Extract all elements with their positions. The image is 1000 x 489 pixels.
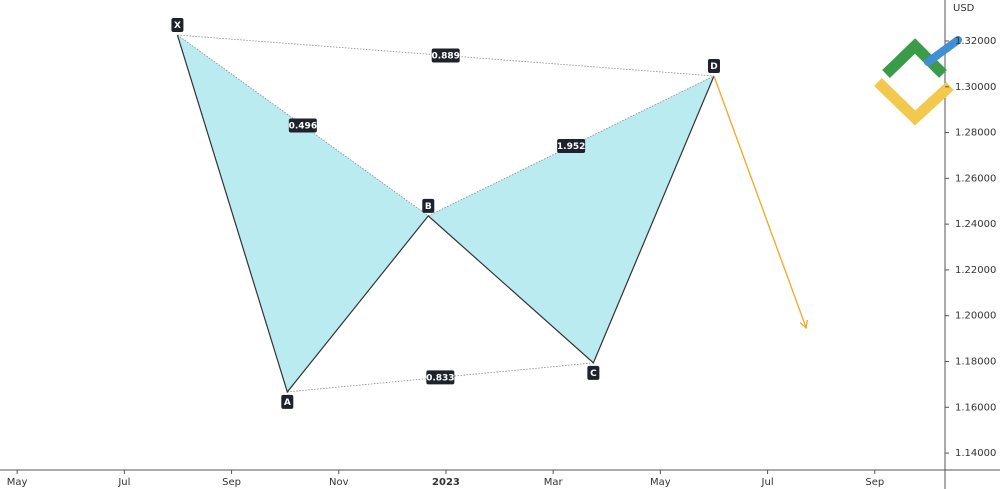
x-tick-label: Jul xyxy=(117,477,130,488)
pattern-fill xyxy=(177,35,429,392)
point-label-text: X xyxy=(174,21,181,31)
ratio-label: 0.496 xyxy=(288,118,317,133)
pattern-fill xyxy=(428,76,714,363)
projection-arrowhead xyxy=(799,319,809,330)
point-label-text: B xyxy=(425,202,432,212)
y-tick-label: 1.30000 xyxy=(955,82,996,93)
y-tick-label: 1.18000 xyxy=(955,356,996,367)
point-label-bg xyxy=(422,198,435,213)
pattern-line xyxy=(176,34,715,394)
x-tick-label: 2023 xyxy=(432,477,460,488)
y-tick-label: 1.28000 xyxy=(955,128,996,139)
ratio-line xyxy=(177,34,429,217)
point-label-bg xyxy=(171,18,184,33)
x-tick-label: Sep xyxy=(865,477,884,488)
point-label-bg xyxy=(587,365,600,380)
ratio-label-bg xyxy=(426,370,455,385)
x-tick-label: Jul xyxy=(761,477,774,488)
ratio-label-bg xyxy=(557,138,586,153)
ratio-label: 0.833 xyxy=(426,370,455,385)
ratio-label-text: 1.952 xyxy=(557,142,585,152)
x-tick-label: May xyxy=(7,477,28,488)
y-tick-label: 1.32000 xyxy=(955,36,996,47)
x-tick-label: May xyxy=(650,477,671,488)
ratio-label-text: 0.496 xyxy=(289,121,317,131)
unit-label: USD xyxy=(953,3,975,14)
point-label-bg xyxy=(707,59,720,74)
ratio-label: 1.952 xyxy=(557,138,586,153)
ratio-line xyxy=(177,34,715,77)
y-tick-label: 1.20000 xyxy=(955,311,996,322)
logo xyxy=(874,36,962,126)
point-label: B xyxy=(422,198,435,213)
x-tick-label: Sep xyxy=(222,477,241,488)
point-label: D xyxy=(707,59,720,74)
ratio-label-text: 0.889 xyxy=(431,52,459,62)
y-tick-label: 1.24000 xyxy=(955,219,996,230)
y-tick-label: 1.16000 xyxy=(955,402,996,413)
ratio-label: 0.889 xyxy=(431,48,460,63)
point-label-bg xyxy=(281,394,294,409)
point-label-text: C xyxy=(590,369,597,379)
point-label: A xyxy=(281,394,294,409)
point-label-text: A xyxy=(284,398,291,408)
projection-line xyxy=(713,75,807,329)
y-tick-label: 1.26000 xyxy=(955,173,996,184)
point-label: C xyxy=(587,365,600,380)
point-label-text: D xyxy=(710,62,717,72)
ratio-label-bg xyxy=(288,118,317,133)
x-tick-label: Nov xyxy=(329,477,349,488)
y-tick-label: 1.22000 xyxy=(955,265,996,276)
point-label: X xyxy=(171,18,184,33)
ratio-label-bg xyxy=(431,48,460,63)
x-tick-label: Mar xyxy=(544,477,564,488)
y-tick-label: 1.14000 xyxy=(955,448,996,459)
ratio-label-text: 0.833 xyxy=(426,373,454,383)
